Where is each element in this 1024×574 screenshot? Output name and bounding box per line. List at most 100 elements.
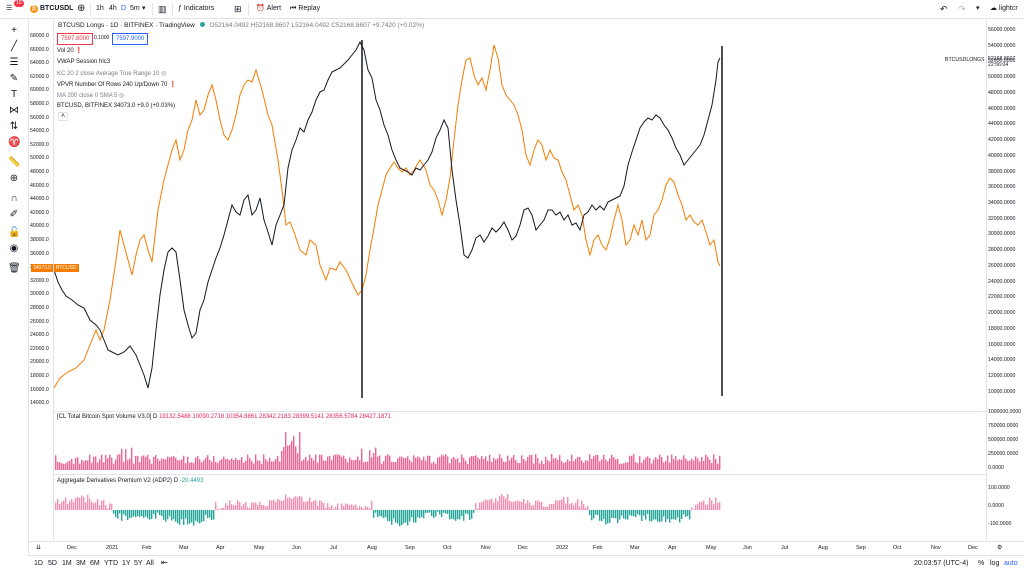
interval-5m[interactable]: 5m <box>130 5 140 12</box>
volume-bar <box>591 458 593 470</box>
date-range-icon[interactable]: ⇤ <box>161 558 168 567</box>
volume-bar <box>555 458 557 470</box>
indicator-vwap[interactable]: VWAP Session hlc3 <box>57 59 111 65</box>
volume-bar <box>711 463 713 470</box>
warning-icon: ❗ <box>75 48 83 54</box>
volume-bar <box>575 458 577 470</box>
volume-bar <box>413 455 415 470</box>
alert-button[interactable]: ⏰ Alert <box>256 2 281 16</box>
pane-divider-2[interactable] <box>53 474 986 475</box>
volume-bar <box>607 461 609 470</box>
volume-bar <box>185 463 187 470</box>
premium-bar <box>711 500 713 510</box>
volume-bar <box>55 455 57 470</box>
premium-bar <box>639 510 641 516</box>
premium-bar <box>671 510 673 520</box>
premium-bar <box>305 501 307 510</box>
right-axis-tick: 44000.0000 <box>988 121 1016 128</box>
indicator-kc[interactable]: KC 20 2 close Average True Range 10 ◎ <box>57 70 166 77</box>
range-1y[interactable]: 1Y <box>122 560 131 567</box>
premium-bar <box>131 510 133 518</box>
sell-price-button[interactable]: 7597.8000 <box>57 33 94 45</box>
volume-bar <box>285 432 287 470</box>
right-axis-tick: 32000.0000 <box>988 215 1016 222</box>
interval-d[interactable]: D <box>121 5 127 12</box>
pattern-icon[interactable]: ⋈ <box>9 105 19 116</box>
range-5y[interactable]: 5Y <box>134 560 143 567</box>
premium-bar <box>349 505 351 510</box>
range-all[interactable]: All <box>146 560 154 567</box>
chart-style-icon[interactable]: ▥ <box>158 4 167 14</box>
zoom-icon[interactable]: ⊕ <box>9 173 19 184</box>
range-3m[interactable]: 3M <box>76 560 86 567</box>
chevron-down-icon[interactable]: ▾ <box>142 5 146 12</box>
premium-bar <box>497 501 499 510</box>
percent-toggle[interactable]: % <box>978 560 985 567</box>
trend-line-icon[interactable]: ╱ <box>10 41 18 52</box>
volume-bar <box>535 454 537 470</box>
redo-icon[interactable]: ↷ <box>958 4 966 14</box>
premium-bar <box>109 503 111 510</box>
fib-retracement-icon[interactable]: ☰ <box>9 57 19 68</box>
brush-icon[interactable]: ✎ <box>9 73 19 84</box>
indicator-volume[interactable]: Vol 20 ❗ <box>57 47 83 54</box>
indicators-button[interactable]: ƒ Indicators <box>178 2 214 16</box>
premium-pane-legend[interactable]: Aggregate Derivatives Premium V2 (ADP2) … <box>57 478 203 484</box>
indicator-vpvr[interactable]: VPVR Number Of Rows 240 Up/Down 70 ❗ <box>57 81 177 88</box>
goto-date-icon[interactable]: ⇊ <box>36 545 42 551</box>
ruler-icon[interactable]: 📏 <box>8 157 21 168</box>
premium-bar <box>405 510 407 523</box>
volume-bar <box>455 459 457 470</box>
layout-chevron-icon[interactable]: ▾ <box>976 5 980 12</box>
range-1m[interactable]: 1M <box>62 560 72 567</box>
auto-toggle[interactable]: auto <box>1004 560 1018 567</box>
symbol-search[interactable]: ₿ BTCUSDL <box>30 2 73 16</box>
premium-bar <box>111 503 113 510</box>
trash-icon[interactable]: 🗑 <box>8 263 21 274</box>
range-5d[interactable]: 5D <box>48 560 57 567</box>
bitcoin-icon: ₿ <box>30 5 38 13</box>
account-button[interactable]: ☁ lightcr <box>990 2 1018 16</box>
range-6m[interactable]: 6M <box>90 560 100 567</box>
interval-1h[interactable]: 1h <box>96 5 104 12</box>
lock-drawings-icon[interactable]: ✐ <box>9 209 19 220</box>
log-toggle[interactable]: log <box>990 560 1000 567</box>
lock-icon[interactable]: 🔓 <box>8 227 21 238</box>
position-icon[interactable]: ⇅ <box>9 121 19 132</box>
compare-plus-icon[interactable]: ⊕ <box>77 3 86 14</box>
crosshair-icon[interactable]: + <box>11 25 17 36</box>
volume-pane-legend[interactable]: [CL Total Bitcoin Spot Volume V3.0] D 19… <box>57 414 391 420</box>
layout-grid-icon[interactable]: ⊞ <box>234 4 242 14</box>
premium-bar <box>321 501 323 510</box>
premium-bar <box>273 499 275 510</box>
premium-pane-title: Aggregate Derivatives Premium V2 (ADP2) … <box>57 478 179 484</box>
indicator-ma[interactable]: MA 200 close 0 SMA 5 ◎ <box>57 92 124 99</box>
magnet-icon[interactable]: ∩ <box>10 193 18 204</box>
clock-display[interactable]: 20:03:57 (UTC-4) <box>914 560 969 567</box>
volume-bar <box>453 457 455 470</box>
collapse-legend-icon[interactable]: ˄ <box>58 112 69 121</box>
axis-settings-icon[interactable]: ⚙ <box>997 545 1003 551</box>
menu-icon[interactable]: ☰ <box>6 5 13 12</box>
volume-bar <box>547 460 549 470</box>
premium-bar <box>327 502 329 510</box>
premium-bar <box>73 501 75 510</box>
volume-bar <box>647 456 649 470</box>
replay-button[interactable]: ⏮ Replay <box>290 2 320 16</box>
indicator-btcusd[interactable]: BTCUSD, BITFINEX 34073.0 +9.0 (+0.03%) <box>57 103 175 109</box>
text-tool-icon[interactable]: T <box>10 89 18 100</box>
volume-bar <box>171 456 173 470</box>
eye-icon[interactable]: ◉ <box>9 243 19 254</box>
premium-bar <box>117 510 119 519</box>
undo-icon[interactable]: ↶ <box>940 4 948 14</box>
indicator-label: VPVR Number Of Rows 240 Up/Down 70 <box>57 82 168 88</box>
premium-bar <box>127 510 129 521</box>
prediction-icon[interactable]: ♈ <box>8 137 21 148</box>
buy-price-button[interactable]: 7597.9000 <box>112 33 149 45</box>
premium-bar <box>91 501 93 510</box>
pane-divider-1[interactable] <box>53 411 986 412</box>
range-ytd[interactable]: YTD <box>104 560 118 567</box>
range-1d[interactable]: 1D <box>34 560 43 567</box>
interval-4h[interactable]: 4h <box>109 5 117 12</box>
